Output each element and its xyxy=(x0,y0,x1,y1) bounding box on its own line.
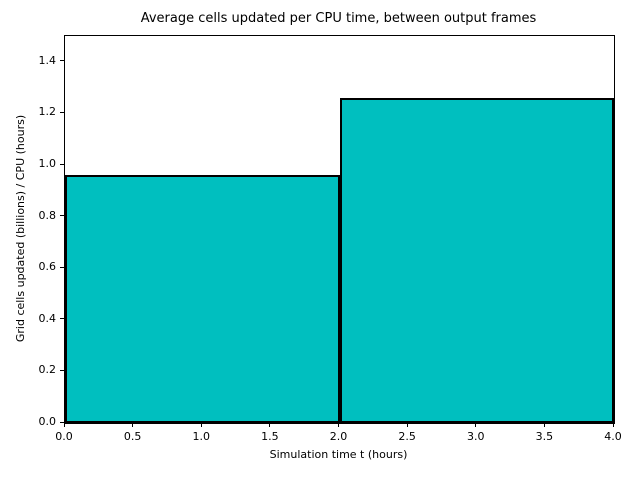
x-tick-mark xyxy=(475,423,477,427)
bars-layer xyxy=(65,36,614,423)
y-tick-mark xyxy=(60,369,64,371)
x-tick-mark xyxy=(269,423,271,427)
x-tick-label: 1.0 xyxy=(192,430,211,443)
y-tick-label: 1.0 xyxy=(38,157,57,170)
x-tick-mark xyxy=(63,423,65,427)
y-tick-label: 1.2 xyxy=(38,105,57,119)
y-tick-label: 0.8 xyxy=(38,208,57,222)
y-tick-label: 0.0 xyxy=(38,415,57,428)
bar-0 xyxy=(65,175,340,423)
bar-1 xyxy=(339,97,614,423)
y-tick-label: 0.2 xyxy=(38,363,57,377)
y-tick-mark xyxy=(60,318,64,320)
x-tick-label: 4.0 xyxy=(604,430,622,443)
x-tick-label: 0.0 xyxy=(55,430,73,443)
y-tick-mark xyxy=(60,60,64,62)
x-tick-mark xyxy=(612,423,614,427)
y-tick-mark xyxy=(60,421,64,423)
x-tick-mark xyxy=(200,423,202,427)
y-tick-label: 1.4 xyxy=(38,53,57,67)
x-axis-label: Simulation time t (hours) xyxy=(269,448,408,461)
y-tick-mark xyxy=(60,111,64,113)
x-tick-mark xyxy=(406,423,408,427)
x-tick-label: 0.5 xyxy=(123,430,142,443)
y-tick-label: 0.4 xyxy=(38,311,57,325)
chart-title: Average cells updated per CPU time, betw… xyxy=(140,11,537,26)
x-tick-mark xyxy=(543,423,545,427)
x-tick-mark xyxy=(132,423,134,427)
y-tick-mark xyxy=(60,215,64,217)
x-tick-label: 3.5 xyxy=(535,430,554,443)
x-tick-label: 2.0 xyxy=(329,430,348,443)
plot-area xyxy=(64,35,615,424)
y-tick-mark xyxy=(60,163,64,165)
x-tick-label: 3.0 xyxy=(467,430,485,443)
x-tick-label: 2.5 xyxy=(398,430,416,443)
y-tick-label: 0.6 xyxy=(38,260,57,274)
y-tick-mark xyxy=(60,266,64,268)
x-tick-mark xyxy=(338,423,339,427)
x-tick-label: 1.5 xyxy=(261,430,279,443)
